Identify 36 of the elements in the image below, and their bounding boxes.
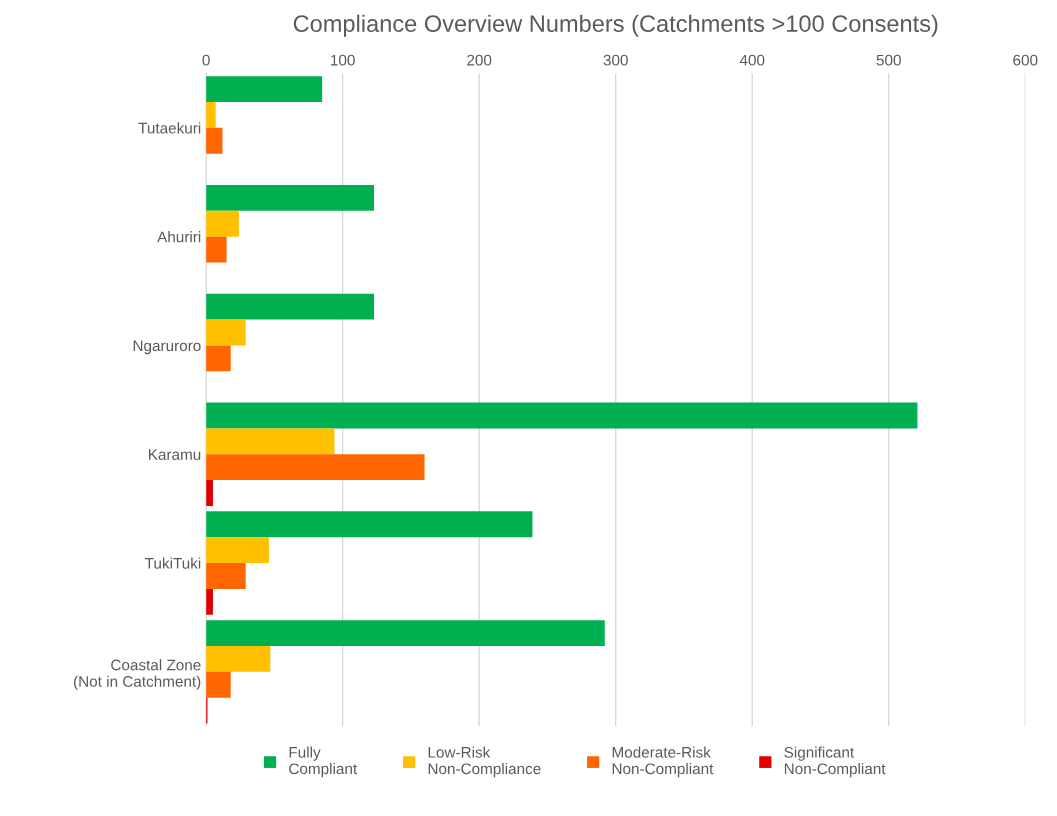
x-tick-label: 300 — [603, 54, 628, 66]
bar — [206, 319, 246, 346]
legend-label: Significant Non-Compliant — [784, 746, 886, 778]
bar — [206, 293, 375, 320]
bar — [206, 402, 918, 429]
bar — [206, 537, 269, 564]
bar — [206, 671, 231, 698]
x-tick-label: 400 — [739, 54, 765, 66]
y-tick-label: Coastal Zone (Not in Catchment) — [74, 659, 201, 690]
x-tick-label: 600 — [1013, 54, 1038, 66]
x-tick-label: 500 — [876, 54, 901, 66]
y-tick-label: Karamu — [149, 449, 201, 460]
y-tick-label: Ahuriri — [157, 231, 201, 243]
y-tick-label: TukiTuki — [145, 557, 201, 569]
y-tick-label: Tutaekuri — [138, 122, 201, 134]
bar — [206, 102, 216, 128]
legend-label: Moderate-Risk Non-Compliant — [612, 746, 714, 778]
bar — [206, 511, 533, 538]
y-tick-label: Ngaruroro — [133, 340, 201, 355]
x-tick-label: 0 — [202, 54, 210, 66]
legend-label: Low-Risk Non-Compliance — [428, 746, 541, 778]
bar — [206, 563, 246, 589]
bar — [206, 345, 231, 372]
bar — [206, 184, 375, 211]
bar — [206, 454, 425, 481]
bar — [206, 428, 335, 455]
x-tick-label: 100 — [331, 54, 355, 66]
bar — [206, 210, 239, 237]
bar — [206, 236, 227, 263]
bar — [206, 620, 605, 646]
bar — [206, 76, 323, 102]
x-tick-label: 200 — [467, 54, 492, 66]
chart-title: Compliance Overview Numbers (Catchments >100 Consents) — [293, 14, 938, 37]
bar — [206, 127, 223, 154]
bar — [206, 646, 271, 672]
legend-label: Fully Compliant — [289, 746, 358, 778]
